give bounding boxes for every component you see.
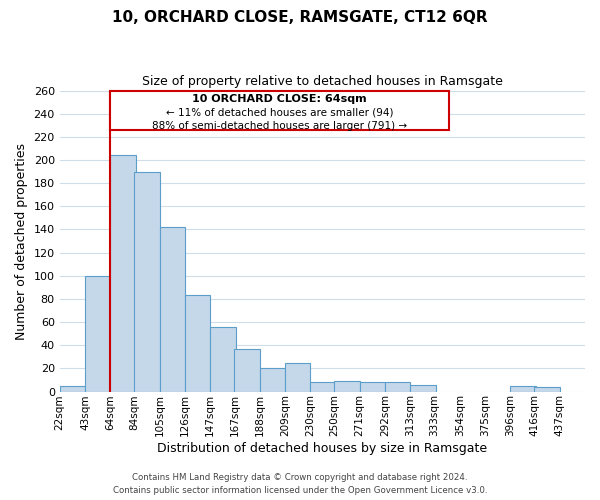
Bar bbox=[285, 362, 310, 392]
Bar bbox=[160, 227, 185, 392]
Title: Size of property relative to detached houses in Ramsgate: Size of property relative to detached ho… bbox=[142, 75, 503, 88]
Bar bbox=[359, 382, 385, 392]
Bar bbox=[334, 381, 359, 392]
Bar bbox=[185, 296, 210, 392]
Bar bbox=[535, 387, 560, 392]
Bar bbox=[210, 326, 236, 392]
Bar bbox=[510, 386, 536, 392]
Bar bbox=[385, 382, 410, 392]
Bar bbox=[260, 368, 285, 392]
Text: 10, ORCHARD CLOSE, RAMSGATE, CT12 6QR: 10, ORCHARD CLOSE, RAMSGATE, CT12 6QR bbox=[112, 10, 488, 25]
Bar bbox=[134, 172, 160, 392]
FancyBboxPatch shape bbox=[110, 90, 449, 130]
Text: 88% of semi-detached houses are larger (791) →: 88% of semi-detached houses are larger (… bbox=[152, 120, 407, 130]
Bar bbox=[59, 386, 85, 392]
Bar bbox=[110, 156, 136, 392]
Bar bbox=[410, 384, 436, 392]
Text: 10 ORCHARD CLOSE: 64sqm: 10 ORCHARD CLOSE: 64sqm bbox=[192, 94, 367, 104]
Bar bbox=[310, 382, 335, 392]
X-axis label: Distribution of detached houses by size in Ramsgate: Distribution of detached houses by size … bbox=[157, 442, 487, 455]
Y-axis label: Number of detached properties: Number of detached properties bbox=[15, 142, 28, 340]
Text: Contains HM Land Registry data © Crown copyright and database right 2024.
Contai: Contains HM Land Registry data © Crown c… bbox=[113, 474, 487, 495]
Bar bbox=[85, 276, 110, 392]
Bar bbox=[235, 348, 260, 392]
Text: ← 11% of detached houses are smaller (94): ← 11% of detached houses are smaller (94… bbox=[166, 108, 394, 118]
